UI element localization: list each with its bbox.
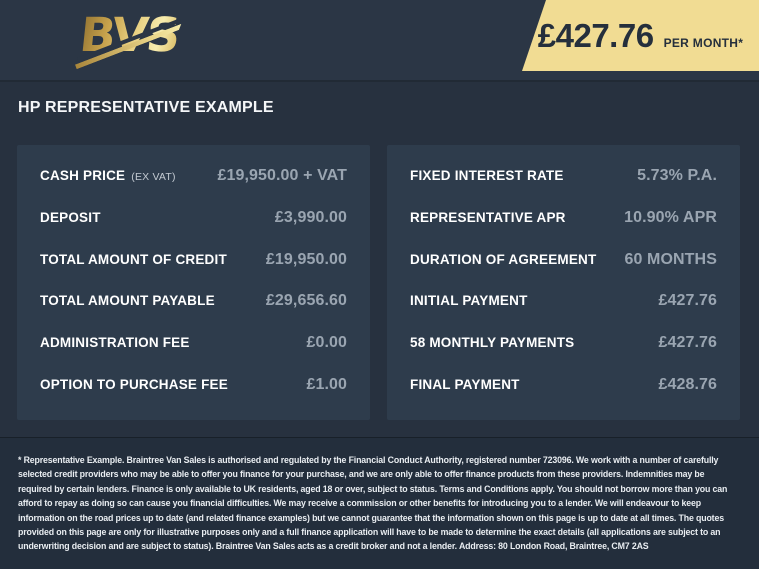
- row-value: £428.76: [658, 376, 717, 394]
- row-label: CASH PRICE (EX VAT): [40, 168, 176, 183]
- row-label: FIXED INTEREST RATE: [410, 167, 564, 183]
- table-row: REPRESENTATIVE APR 10.90% APR: [410, 209, 717, 227]
- row-value: £427.76: [658, 334, 717, 352]
- row-label: TOTAL AMOUNT OF CREDIT: [40, 251, 227, 267]
- row-value: £29,656.60: [265, 292, 347, 310]
- row-value: 5.73% P.A.: [637, 166, 717, 184]
- monthly-price: £427.76: [537, 17, 654, 54]
- footer: * Representative Example. Braintree Van …: [0, 437, 759, 569]
- row-value: 10.90% APR: [624, 208, 717, 226]
- table-row: 58 MONTHLY PAYMENTS £427.76: [410, 334, 717, 352]
- table-row: DEPOSIT £3,990.00: [40, 209, 347, 227]
- row-label: DURATION OF AGREEMENT: [410, 251, 597, 267]
- table-row: CASH PRICE (EX VAT) £19,950.00 + VAT: [40, 167, 347, 185]
- price-banner-content: £427.76 PER MONTH*: [538, 14, 743, 58]
- page-title: HP REPRESENTATIVE EXAMPLE: [18, 99, 274, 116]
- table-row: ADMINISTRATION FEE £0.00: [40, 334, 347, 352]
- row-label: FINAL PAYMENT: [410, 377, 520, 393]
- finance-panel-left: CASH PRICE (EX VAT) £19,950.00 + VAT DEPO…: [17, 145, 370, 420]
- row-label: ADMINISTRATION FEE: [40, 335, 190, 351]
- row-value: £3,990.00: [274, 208, 347, 226]
- table-row: FINAL PAYMENT £428.76: [410, 376, 717, 394]
- row-label-text: CASH PRICE: [40, 167, 126, 183]
- row-value: £1.00: [306, 376, 347, 394]
- row-value: £0.00: [306, 334, 347, 352]
- price-banner: £427.76 PER MONTH*: [522, 0, 759, 71]
- monthly-price-period: PER MONTH*: [663, 36, 744, 50]
- row-label: TOTAL AMOUNT PAYABLE: [40, 293, 215, 309]
- row-value: £19,950.00 + VAT: [217, 166, 347, 184]
- table-row: TOTAL AMOUNT PAYABLE £29,656.60: [40, 292, 347, 310]
- table-row: INITIAL PAYMENT £427.76: [410, 292, 717, 310]
- disclaimer-text: * Representative Example. Braintree Van …: [18, 455, 728, 552]
- table-row: DURATION OF AGREEMENT 60 MONTHS: [410, 251, 717, 269]
- row-label-note: (EX VAT): [131, 170, 176, 183]
- table-row: TOTAL AMOUNT OF CREDIT £19,950.00: [40, 251, 347, 269]
- table-row: FIXED INTEREST RATE 5.73% P.A.: [410, 167, 717, 185]
- finance-panel-right: FIXED INTEREST RATE 5.73% P.A. REPRESENT…: [387, 145, 740, 420]
- row-value: 60 MONTHS: [624, 250, 717, 268]
- row-label: OPTION TO PURCHASE FEE: [40, 377, 228, 393]
- row-label: 58 MONTHLY PAYMENTS: [410, 335, 575, 351]
- finance-panels: CASH PRICE (EX VAT) £19,950.00 + VAT DEPO…: [17, 145, 740, 420]
- table-row: OPTION TO PURCHASE FEE £1.00: [40, 376, 347, 394]
- row-label: REPRESENTATIVE APR: [410, 209, 566, 225]
- row-value: £19,950.00: [265, 250, 347, 268]
- row-label: INITIAL PAYMENT: [410, 293, 528, 309]
- row-value: £427.76: [658, 292, 717, 310]
- row-label: DEPOSIT: [40, 209, 101, 225]
- bvs-logo: BVS: [77, 6, 181, 66]
